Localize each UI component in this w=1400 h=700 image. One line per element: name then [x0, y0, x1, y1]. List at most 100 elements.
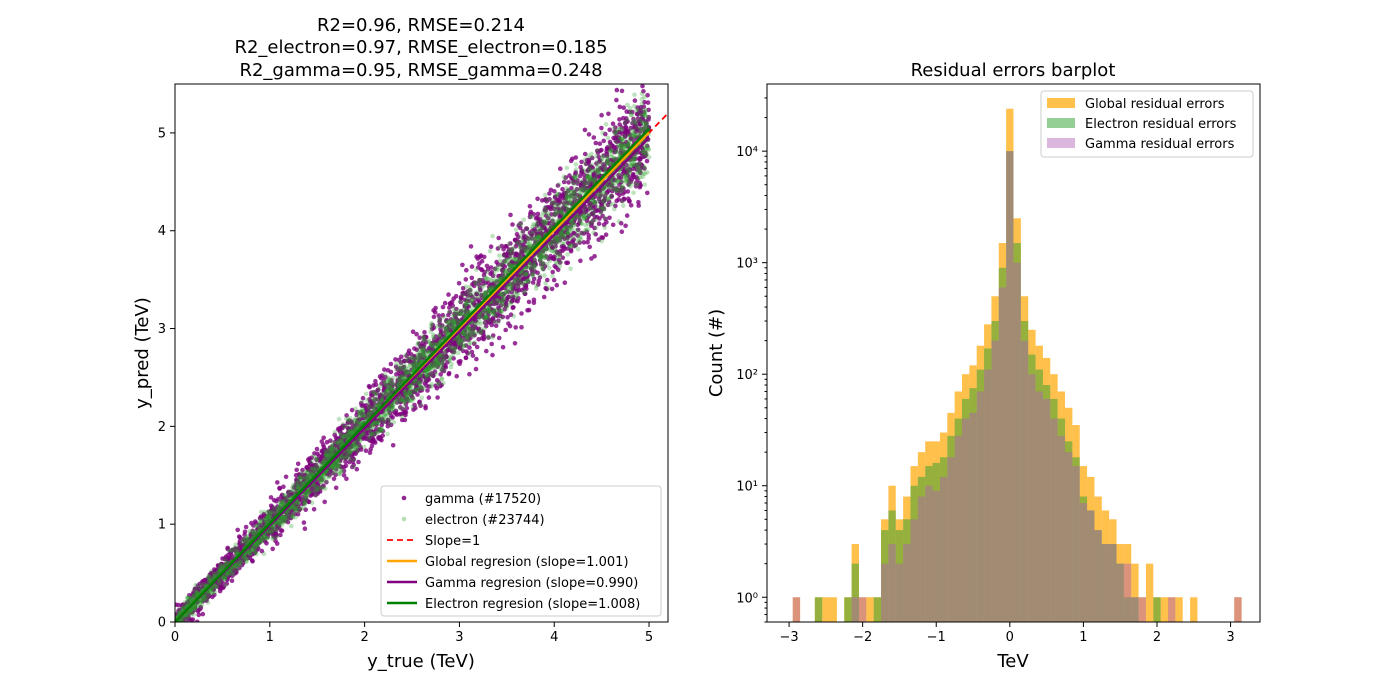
- scatter-point: [531, 297, 537, 303]
- scatter-point: [447, 305, 452, 310]
- scatter-point: [586, 132, 592, 137]
- scatter-point: [474, 356, 479, 362]
- scatter-point: [484, 348, 489, 354]
- scatter-point: [467, 371, 472, 377]
- scatter-point: [645, 190, 650, 196]
- scatter-point: [394, 412, 400, 417]
- scatter-point: [382, 372, 388, 377]
- scatter-point: [526, 299, 532, 305]
- scatter-point: [500, 344, 506, 350]
- scatter-point: [365, 397, 370, 403]
- scatter-panel: R2=0.96, RMSE=0.214 R2_electron=0.97, RM…: [132, 15, 669, 672]
- scatter-point: [454, 373, 460, 379]
- scatter-point: [442, 300, 448, 306]
- scatter-point: [446, 292, 451, 297]
- scatter-point: [577, 173, 583, 179]
- scatter-point: [617, 104, 623, 110]
- scatter-point: [268, 495, 274, 500]
- scatter-point: [542, 192, 548, 198]
- scatter-point: [261, 551, 267, 557]
- scatter-point: [481, 336, 487, 342]
- scatter-point: [474, 344, 480, 350]
- scatter-point: [600, 130, 605, 136]
- scatter-point: [598, 210, 604, 216]
- scatter-point: [431, 314, 437, 320]
- scatter-point: [446, 370, 452, 376]
- scatter-point: [441, 380, 446, 386]
- scatter-point: [243, 524, 249, 530]
- scatter-point: [503, 327, 509, 333]
- scatter-point: [589, 256, 594, 261]
- scatter-point: [279, 528, 285, 533]
- scatter-point: [548, 187, 554, 193]
- scatter-point: [372, 440, 378, 445]
- scatter-point: [301, 520, 307, 525]
- scatter-point: [468, 244, 474, 249]
- scatter-point: [277, 485, 282, 491]
- scatter-point: [229, 578, 235, 583]
- scatter-point: [283, 474, 289, 480]
- scatter-point: [527, 204, 533, 209]
- scatter-point: [354, 466, 360, 472]
- scatter-point: [418, 402, 424, 407]
- scatter-point: [410, 404, 416, 410]
- scatter-point: [548, 253, 553, 259]
- scatter-point: [460, 262, 465, 268]
- scatter-point: [562, 280, 568, 286]
- scatter-title-line-3: R2_gamma=0.95, RMSE_gamma=0.248: [239, 60, 602, 81]
- scatter-point: [449, 299, 455, 305]
- scatter-point: [639, 101, 645, 107]
- scatter-point: [596, 221, 602, 226]
- scatter-point: [556, 182, 562, 187]
- scatter-point: [249, 558, 255, 563]
- scatter-point: [519, 325, 524, 330]
- scatter-point: [646, 155, 652, 160]
- scatter-point: [489, 341, 495, 347]
- scatter-point: [210, 594, 215, 600]
- scatter-point: [322, 499, 328, 505]
- scatter-point: [564, 165, 570, 171]
- scatter-point: [281, 484, 286, 490]
- scatter-point: [537, 275, 543, 280]
- scatter-point: [544, 197, 549, 202]
- scatter-point: [435, 395, 440, 400]
- scatter-title-line-2: R2_electron=0.97, RMSE_electron=0.185: [234, 37, 607, 58]
- scatter-point: [382, 367, 387, 372]
- scatter-point: [602, 225, 608, 230]
- scatter-point: [472, 340, 478, 345]
- scatter-point: [333, 485, 339, 491]
- scatter-point: [610, 121, 616, 126]
- scatter-point: [390, 443, 396, 448]
- scatter-point: [428, 384, 434, 389]
- scatter-point: [623, 223, 628, 229]
- scatter-point: [557, 196, 563, 201]
- scatter-point: [400, 414, 405, 419]
- scatter-point: [353, 406, 358, 412]
- scatter-point: [628, 203, 634, 208]
- scatter-point: [578, 258, 583, 264]
- scatter-point: [309, 500, 315, 506]
- scatter-title-line-1: R2=0.96, RMSE=0.214: [317, 15, 525, 36]
- scatter-point: [635, 182, 641, 187]
- scatter-point: [508, 241, 513, 246]
- scatter-point: [572, 196, 577, 202]
- scatter-point: [603, 131, 608, 137]
- scatter-point: [632, 98, 638, 103]
- scatter-point: [463, 355, 469, 361]
- scatter-point: [443, 325, 448, 330]
- scatter-point: [502, 259, 507, 264]
- scatter-point: [344, 413, 349, 418]
- scatter-point: [343, 459, 348, 465]
- scatter-point: [253, 523, 259, 529]
- scatter-point: [608, 193, 614, 198]
- scatter-point: [616, 173, 621, 178]
- scatter-point: [525, 308, 530, 313]
- scatter-point: [458, 311, 464, 317]
- scatter-point: [432, 309, 438, 315]
- scatter-point: [473, 366, 479, 372]
- scatter-point: [599, 125, 604, 131]
- scatter-point: [505, 315, 510, 320]
- scatter-point: [591, 135, 597, 140]
- scatter-point: [591, 230, 596, 236]
